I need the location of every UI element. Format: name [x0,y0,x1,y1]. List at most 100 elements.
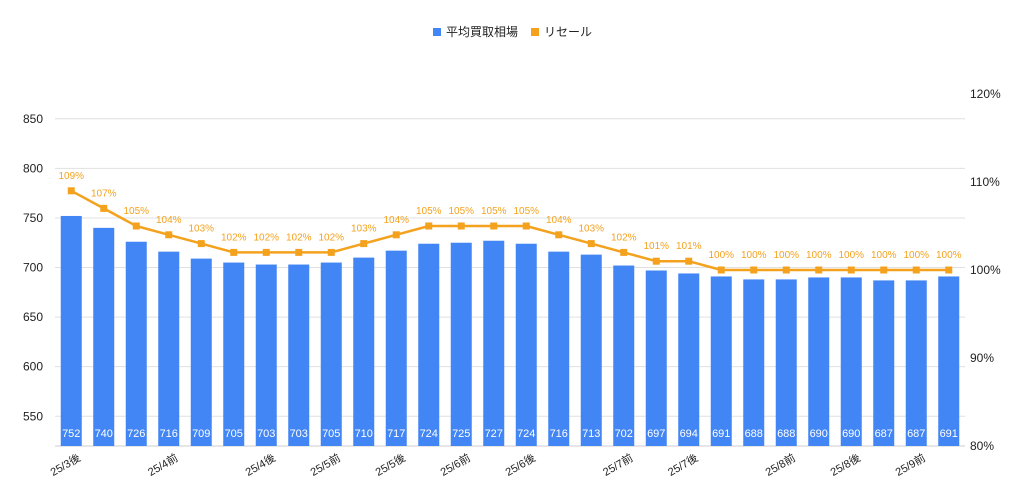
bar-series [60,215,960,446]
line-data-labels: 109% 107% 105% 104% 103% 102% 102% 102% 102% 103%… [58,171,961,261]
bar-data-labels: 752 740 726 716 709 705 703 703 705 710 717 724 725 7… [62,428,958,440]
bar-value-label: 688 [777,428,795,440]
bar-value-label: 713 [582,428,600,440]
bar [840,277,862,446]
line-value-label: 100% [871,250,897,261]
legend-label-line: リセール [544,25,592,39]
line-point [132,222,140,230]
line-value-label: 105% [513,206,539,217]
bar [158,251,180,446]
y-axis-left: 550 600 650 700 750 800 850 [23,112,43,423]
line-point [262,248,270,256]
bar [515,243,537,446]
bar [873,280,895,446]
x-tick-label: 25/4後 [243,450,278,478]
bar-value-label: 752 [62,428,80,440]
bar [450,242,472,446]
bar [548,251,570,446]
x-tick-label: 25/9前 [893,450,928,478]
line-point [360,240,368,248]
line-point [230,248,238,256]
bar-value-label: 694 [680,428,698,440]
line-value-label: 105% [416,206,442,217]
line-value-label: 101% [643,241,669,252]
bar [645,270,667,446]
bar-value-label: 717 [387,428,405,440]
y-axis-right: 80% 90% 100% 110% 120% [970,87,1001,453]
resale-line [70,189,949,272]
line-point [847,266,855,274]
y-left-tick-label: 700 [23,261,43,275]
bar [678,273,700,446]
line-value-label: 100% [773,250,799,261]
line-value-label: 100% [741,250,767,261]
legend-swatch-line [531,28,539,36]
line-value-label: 109% [58,171,84,182]
x-tick-label: 25/5前 [308,450,343,478]
x-tick-label: 25/8後 [828,450,863,478]
line-point [522,222,530,230]
line-value-label: 104% [383,215,409,226]
line-point [815,266,823,274]
line-point [100,204,108,212]
bar-value-label: 687 [875,428,893,440]
line-point [912,266,920,274]
line-point [945,266,953,274]
bar-value-label: 740 [95,428,113,440]
bar [288,264,310,446]
line-value-label: 102% [611,232,637,243]
x-tick-label: 25/7前 [600,450,635,478]
line-value-label: 107% [91,188,117,199]
line-point [327,248,335,256]
line-value-label: 105% [481,206,507,217]
bar [775,279,797,446]
bar-value-label: 703 [290,428,308,440]
bar-value-label: 724 [420,428,438,440]
line-value-label: 100% [903,250,929,261]
bar-value-label: 705 [322,428,340,440]
line-value-label: 100% [708,250,734,261]
bar [223,262,245,446]
bar [320,262,342,446]
bar [93,227,115,446]
bar [255,264,277,446]
bar-value-label: 725 [452,428,470,440]
bar-value-label: 690 [810,428,828,440]
line-point [67,187,75,195]
bar-value-label: 724 [517,428,535,440]
bar [808,277,830,446]
bar-value-label: 697 [647,428,665,440]
x-tick-label: 25/6後 [503,450,538,478]
y-right-tick-label: 120% [970,87,1001,101]
line-point [425,222,433,230]
bar-value-label: 716 [550,428,568,440]
bar [125,241,147,446]
bar-value-label: 726 [127,428,145,440]
line-value-label: 104% [156,215,182,226]
bar-value-label: 710 [355,428,373,440]
line-value-label: 102% [253,232,279,243]
bar [385,250,407,446]
line-point [457,222,465,230]
line-point [490,222,498,230]
bar-value-label: 691 [940,428,958,440]
line-point [392,231,400,239]
bar-value-label: 705 [225,428,243,440]
line-point [685,257,693,265]
line-value-label: 101% [676,241,702,252]
bar [613,265,635,446]
bar [905,280,927,446]
legend: 平均買取相場 リセール [433,25,592,39]
line-value-label: 102% [318,232,344,243]
x-tick-label: 25/4前 [145,450,180,478]
x-axis: 25/3後 25/4前 25/4後 25/5前 25/5後 25/6前 25/6後 25/7前… [48,450,928,478]
legend-label-bar: 平均買取相場 [446,25,518,39]
y-left-tick-label: 850 [23,112,43,126]
y-left-tick-label: 750 [23,211,43,225]
line-value-label: 100% [936,250,962,261]
y-right-tick-label: 110% [970,175,1000,189]
x-tick-label: 25/3後 [48,450,83,478]
bar-value-label: 703 [257,428,275,440]
bar-value-label: 716 [160,428,178,440]
